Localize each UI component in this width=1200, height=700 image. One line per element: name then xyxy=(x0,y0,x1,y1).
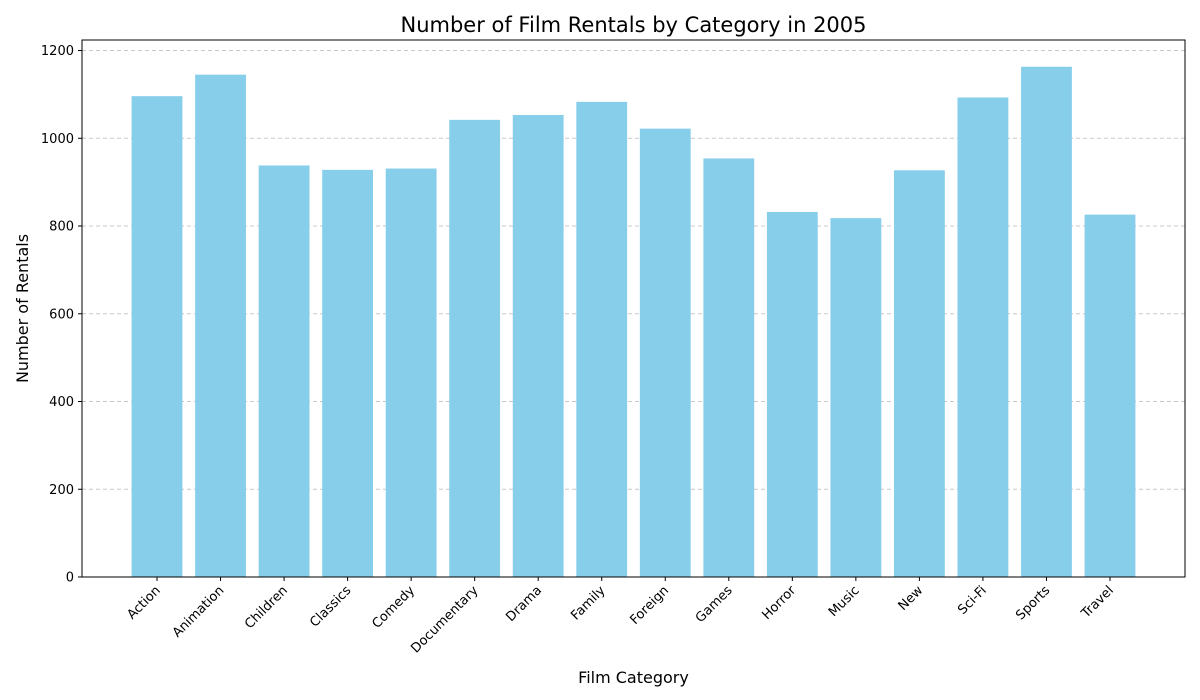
bar-travel xyxy=(1084,214,1136,578)
x-tick-label: Family xyxy=(568,583,608,623)
bar-new xyxy=(893,170,945,578)
x-tick-label: Comedy xyxy=(369,583,418,632)
bar-music xyxy=(830,218,882,577)
x-tick-label: Sports xyxy=(1013,583,1053,623)
bar-games xyxy=(703,158,755,578)
bar-animation xyxy=(195,74,246,578)
x-tick-label: Sci-Fi xyxy=(955,583,990,618)
x-tick-label: Documentary xyxy=(408,583,481,656)
x-tick-label: Drama xyxy=(503,583,545,625)
x-tick-label: Horror xyxy=(759,583,799,623)
bar-foreign xyxy=(639,128,691,577)
y-tick-label: 0 xyxy=(66,571,74,586)
x-tick-label: Animation xyxy=(170,583,227,640)
x-tick-label: Travel xyxy=(1078,583,1117,622)
x-tick-label: New xyxy=(896,583,927,614)
y-tick-label: 1200 xyxy=(41,44,74,59)
x-tick-label: Children xyxy=(242,583,291,632)
x-tick-labels: Action Animation Children Classics ComedyDoc… xyxy=(124,583,1116,657)
bar-horror xyxy=(766,211,818,577)
bars xyxy=(131,66,1136,581)
y-axis-title: Number of Rentals xyxy=(13,234,32,383)
bar-classics xyxy=(322,169,374,578)
bar-comedy xyxy=(385,168,437,577)
x-tick-label: Foreign xyxy=(627,583,672,628)
y-ticks: 0 200 400 600 800 1000 1200 xyxy=(41,44,82,586)
x-axis-title: Film Category xyxy=(578,668,689,687)
y-tick-label: 1000 xyxy=(41,132,74,147)
y-gridlines xyxy=(82,50,1185,490)
x-tick-label: Music xyxy=(826,583,863,620)
y-tick-label: 800 xyxy=(49,220,74,235)
bar-sci-fi xyxy=(957,97,1009,578)
y-tick-label: 200 xyxy=(49,483,74,498)
plot-frame xyxy=(81,39,1186,578)
x-tick-label: Action xyxy=(124,583,163,622)
x-tick-label: Classics xyxy=(307,583,354,630)
bar-sports xyxy=(1021,66,1072,577)
bar-action xyxy=(131,96,183,577)
bar-children xyxy=(258,165,310,577)
x-tick-label: Games xyxy=(693,583,736,626)
chart-title: Number of Film Rentals by Category in 20… xyxy=(400,13,866,37)
bar-drama xyxy=(512,115,564,577)
y-tick-label: 600 xyxy=(49,307,74,322)
bar-family xyxy=(576,101,628,577)
bar-documentary xyxy=(449,119,501,578)
y-tick-label: 400 xyxy=(49,395,74,410)
